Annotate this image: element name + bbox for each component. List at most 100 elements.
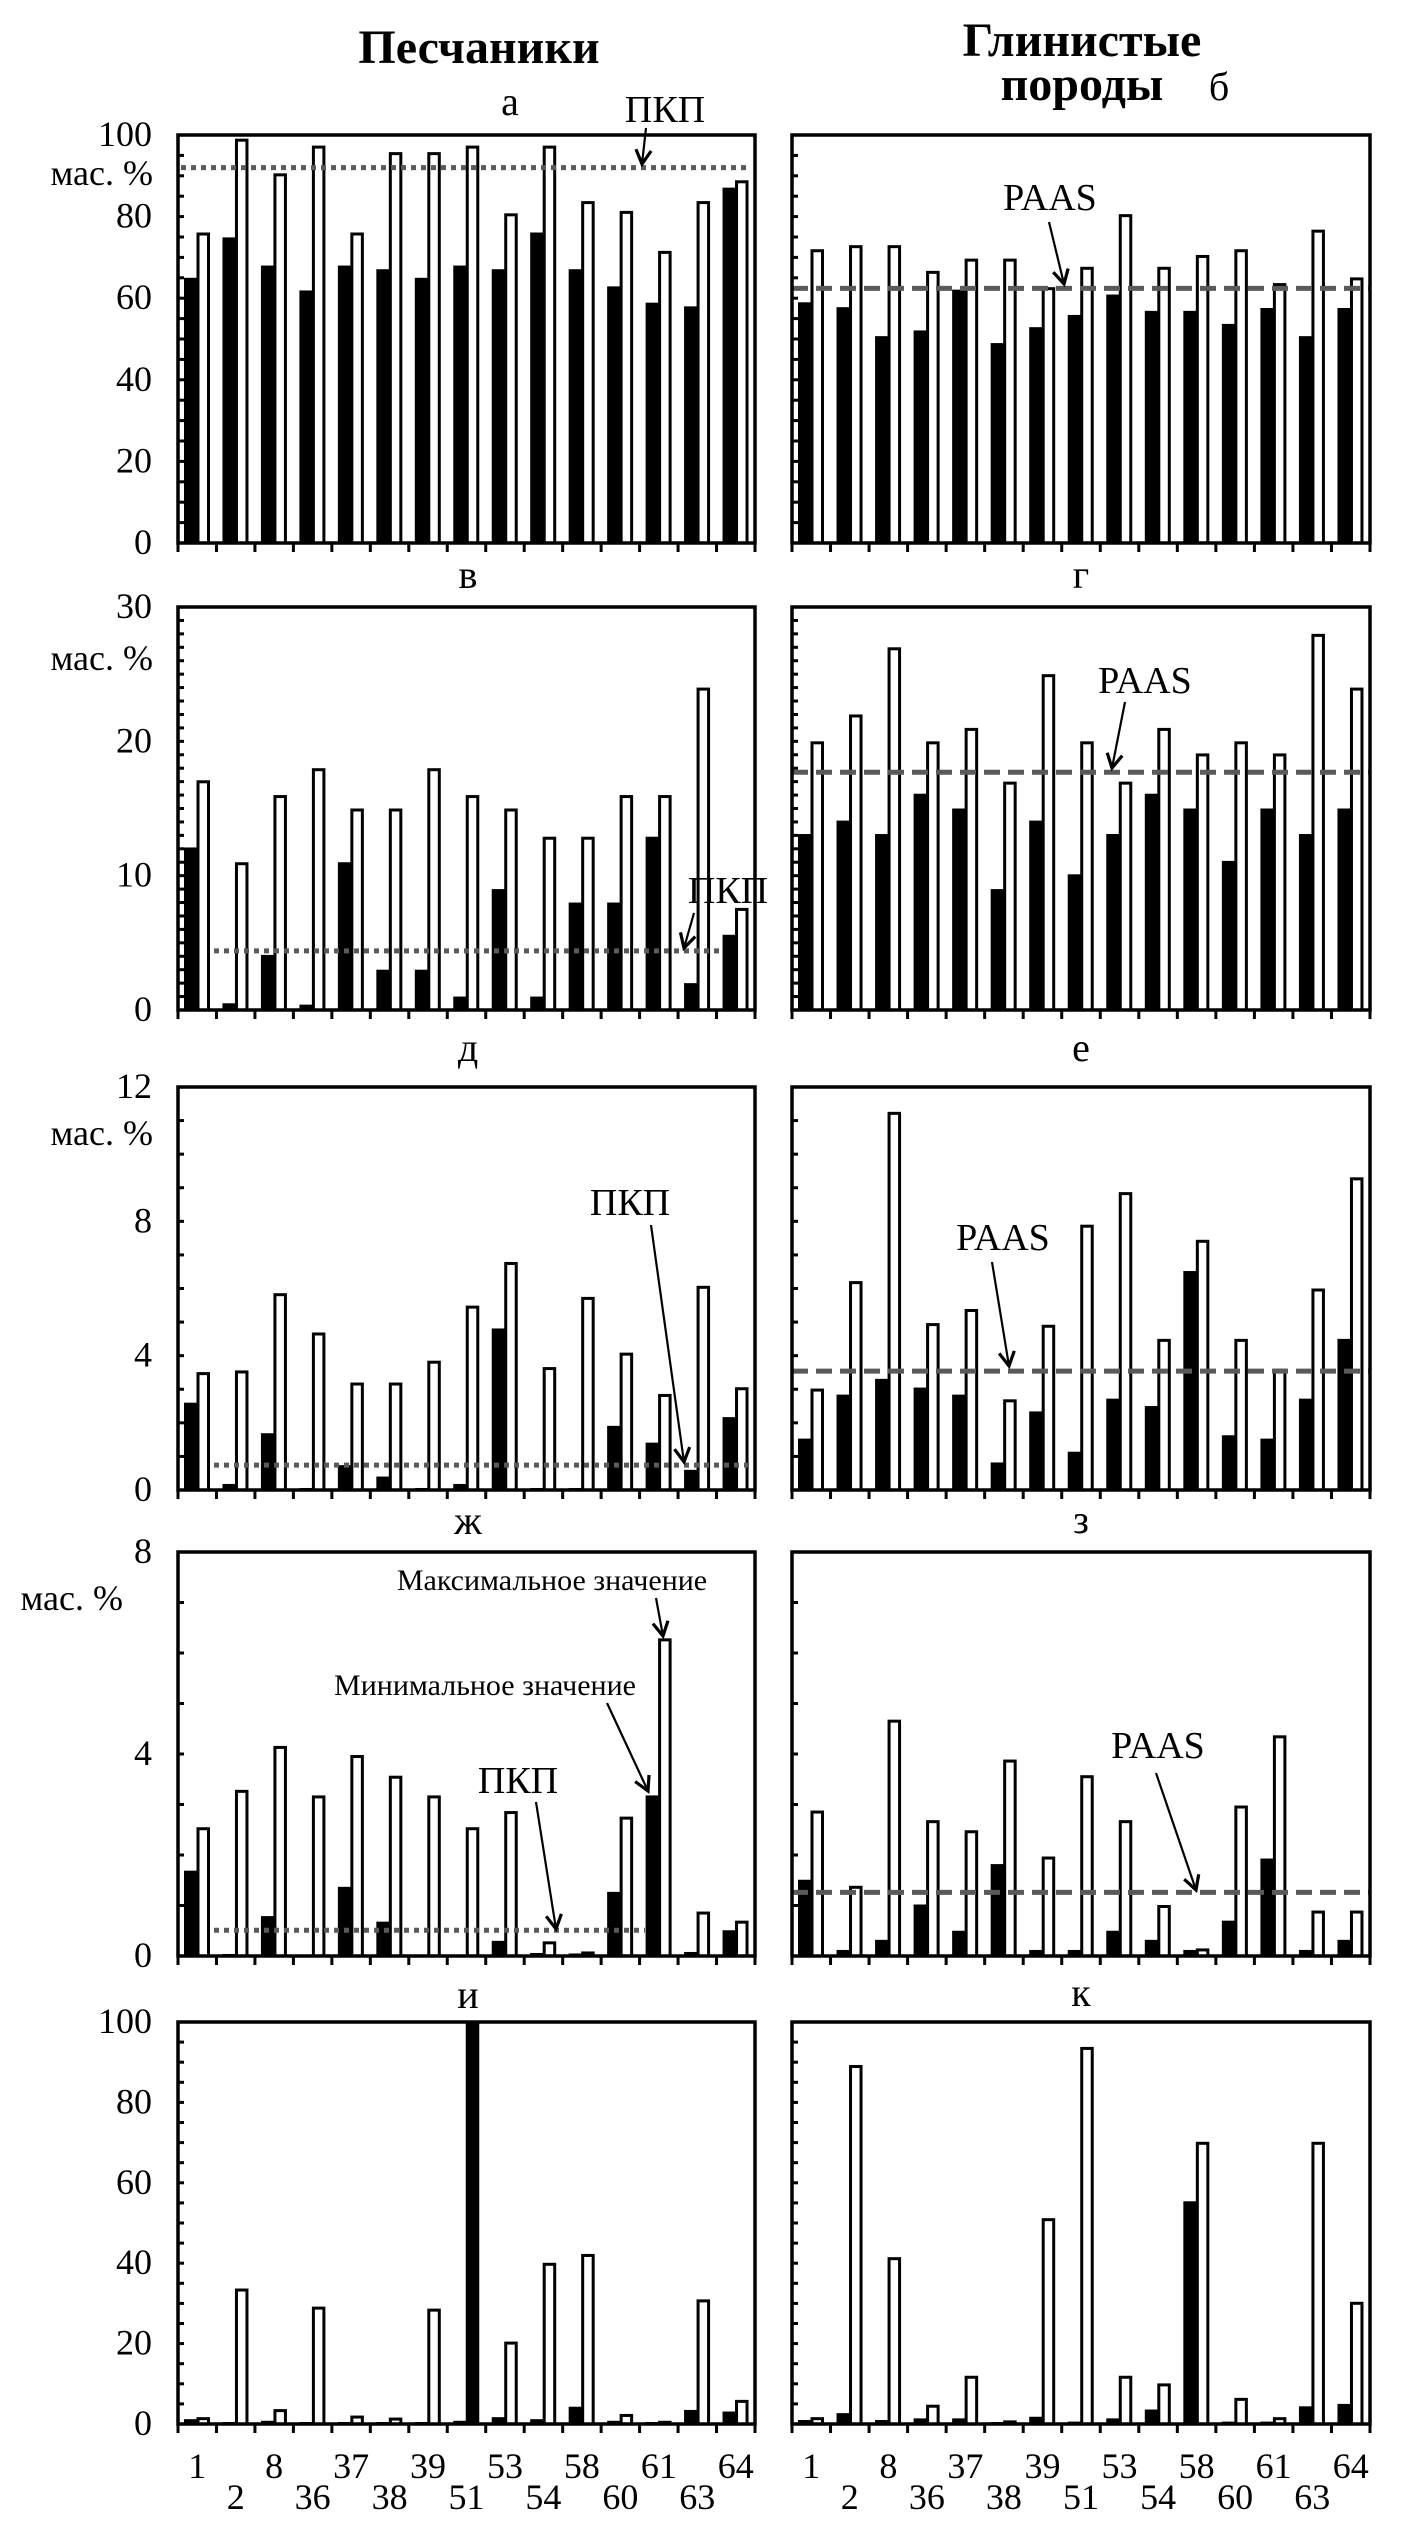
- bar-max: [542, 145, 557, 545]
- bar-min: [607, 286, 621, 543]
- annotation-label: ПКП: [590, 1182, 670, 1224]
- panel-8: з PAAS: [790, 1497, 1372, 1965]
- bar-max: [465, 145, 480, 545]
- bar-max: [1272, 1368, 1287, 1492]
- annotation-arrow-shaft: [606, 1702, 649, 1792]
- bar-min: [184, 277, 197, 543]
- annotation-label: ПКП: [478, 1760, 558, 1802]
- bar-max: [1234, 1338, 1248, 1492]
- panel-label: з: [1073, 1497, 1089, 1542]
- panel-label: в: [459, 552, 478, 597]
- bar-max: [581, 836, 595, 1012]
- bar-max: [1080, 2046, 1094, 2426]
- bar-max: [964, 258, 979, 545]
- bar-max: [1003, 1399, 1017, 1492]
- bar-max: [465, 1305, 480, 1492]
- annotation-arrow-head: [678, 932, 697, 952]
- y-tick-label: 100: [98, 2001, 152, 2041]
- y-tick-label: 8: [134, 1200, 152, 1240]
- annotation-label: PAAS: [1098, 660, 1192, 702]
- bar-min: [875, 2419, 889, 2424]
- annotation-arrow-head: [1052, 268, 1070, 288]
- bar-max: [1118, 781, 1133, 1012]
- bar-max: [658, 1393, 672, 1492]
- bar-min: [414, 277, 428, 543]
- x-tick-label: 58: [564, 2446, 600, 2486]
- bar-min: [1260, 808, 1274, 1010]
- bar-min: [184, 2419, 197, 2424]
- bar-min: [1260, 1858, 1274, 1956]
- bar-max: [619, 1816, 634, 1958]
- bar-min: [1337, 2403, 1351, 2424]
- bar-min: [1298, 1398, 1312, 1490]
- bar-min: [952, 2418, 966, 2424]
- bar-min: [1144, 1406, 1158, 1490]
- bar-min: [530, 232, 544, 543]
- bar-min: [722, 1930, 736, 1956]
- bar-max: [926, 270, 940, 545]
- annotation-label: Максимальное значение: [397, 1564, 707, 1597]
- bar-min: [798, 2419, 811, 2424]
- bar-min: [913, 2418, 927, 2424]
- annotation-arrow-head: [544, 1913, 563, 1933]
- bar-max: [619, 210, 634, 545]
- bar-min: [836, 1394, 850, 1490]
- bar-max: [504, 213, 518, 545]
- y-tick-label: 4: [134, 1733, 152, 1773]
- annotation-arrow-head: [634, 148, 653, 168]
- panel-7: 0 4 8 мас. % ж Максимальное значение Минимальн…: [21, 1498, 757, 1975]
- bar-max: [658, 795, 672, 1012]
- bar-min: [1298, 834, 1312, 1010]
- bar-max: [542, 1941, 557, 1958]
- bar-min: [1337, 307, 1351, 543]
- bar-min: [836, 820, 850, 1010]
- bar-min: [1337, 1338, 1351, 1490]
- x-tick-label: 37: [947, 2446, 983, 2486]
- bar-max: [542, 836, 557, 1012]
- x-tick-label: 53: [487, 2446, 523, 2486]
- bar-max: [887, 2257, 902, 2426]
- bar-min: [260, 1433, 274, 1490]
- bar-max: [1080, 1224, 1094, 1492]
- y-axis-label: мас. %: [21, 1578, 123, 1618]
- bar-min: [952, 1394, 966, 1490]
- bar-min: [1067, 1949, 1081, 1956]
- bar-min: [913, 1387, 927, 1490]
- bar-max: [887, 647, 902, 1012]
- bar-max: [1157, 2383, 1171, 2426]
- y-tick-label: 0: [134, 989, 152, 1029]
- bar-min: [913, 1904, 927, 1956]
- bar-max: [1234, 1805, 1248, 1958]
- bar-max: [658, 250, 672, 545]
- bar-max: [234, 862, 249, 1012]
- bar-max: [273, 795, 287, 1012]
- panel-label: ж: [453, 1498, 482, 1543]
- bar-min: [875, 834, 889, 1010]
- bar-min: [836, 2413, 850, 2424]
- bar-min: [299, 1004, 313, 1010]
- bar-max: [849, 714, 863, 1012]
- bar-max-clipped: [465, 2022, 480, 2426]
- bar-min: [337, 1465, 351, 1490]
- bar-max: [350, 808, 364, 1012]
- x-tick-label: 54: [525, 2477, 561, 2517]
- bar-max: [1272, 1735, 1287, 1958]
- annotation-label: ПКП: [625, 89, 705, 131]
- annotation-label: PAAS: [956, 1217, 1050, 1259]
- y-tick-label: 12: [116, 1066, 152, 1106]
- bar-min: [222, 1003, 236, 1010]
- bar-min: [684, 2409, 698, 2424]
- bar-max: [504, 1261, 518, 1492]
- bar-max: [696, 2299, 711, 2426]
- bar-max: [427, 768, 441, 1012]
- bar-max: [1311, 1910, 1325, 1958]
- y-tick-label: 60: [116, 2162, 152, 2202]
- bar-max: [1311, 229, 1325, 545]
- x-tick-label: 61: [641, 2446, 677, 2486]
- bar-min: [952, 289, 966, 543]
- y-tick-label: 10: [116, 855, 152, 895]
- x-tick-label: 58: [1179, 2446, 1215, 2486]
- x-tick-label: 64: [1333, 2446, 1369, 2486]
- y-tick-label: 8: [134, 1531, 152, 1571]
- x-tick-label: 51: [449, 2477, 485, 2517]
